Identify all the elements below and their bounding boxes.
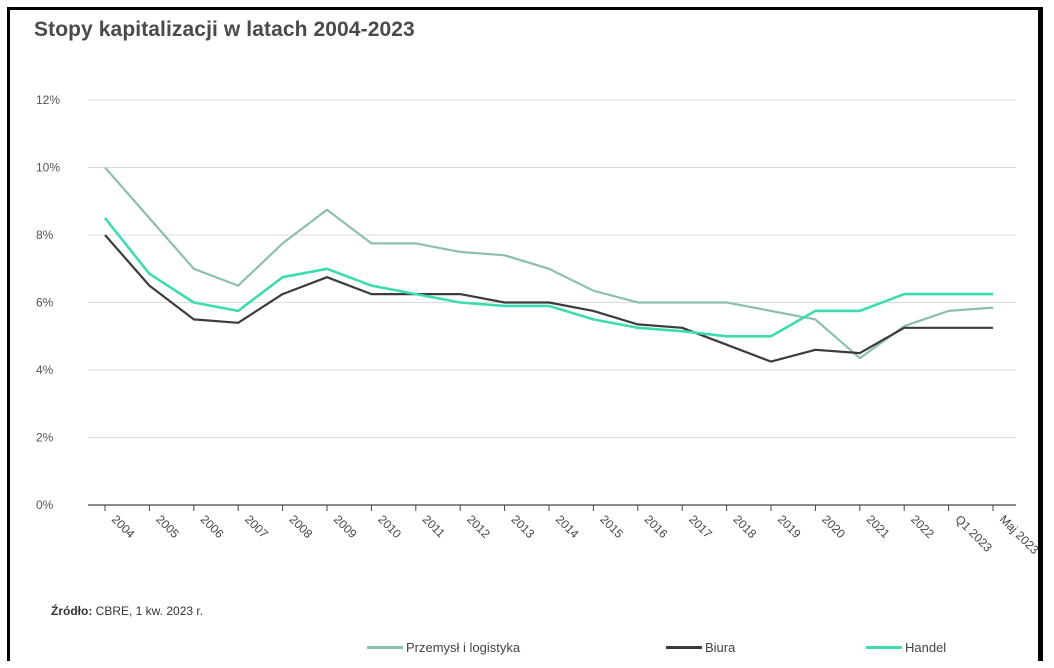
legend-swatch-biura — [666, 646, 702, 649]
x-tick-label: 2020 — [819, 512, 848, 541]
series-line-handel — [103, 217, 993, 338]
y-tick-label: 6% — [36, 296, 54, 310]
y-tick-label: 4% — [36, 363, 54, 377]
source-text: CBRE, 1 kw. 2023 r. — [92, 604, 204, 618]
series-line-przemys — [104, 166, 994, 360]
x-tick-label: 2017 — [686, 512, 715, 541]
x-tick-label: 2018 — [730, 512, 759, 541]
chart-frame — [7, 7, 1043, 661]
legend-item-handel: Handel — [866, 640, 946, 655]
x-tick-label: Maj 2023 — [997, 512, 1042, 557]
y-tick-label: 0% — [36, 498, 54, 512]
y-tick-label: 10% — [36, 161, 60, 175]
legend-label-handel: Handel — [905, 640, 947, 655]
legend-item-przemysl: Przemysł i logistyka — [367, 640, 520, 655]
x-tick-label: 2006 — [198, 512, 227, 541]
legend-label-biura: Biura — [705, 640, 736, 655]
x-tick-label: 2012 — [464, 512, 493, 541]
x-tick-label: 2019 — [775, 512, 804, 541]
x-tick-label: Q1 2023 — [952, 512, 995, 555]
x-tick-label: 2009 — [331, 512, 360, 541]
x-tick-label: 2014 — [553, 512, 582, 541]
source-note: Źródło: CBRE, 1 kw. 2023 r. — [51, 604, 203, 618]
legend-swatch-handel — [866, 646, 902, 649]
x-tick-label: 2015 — [597, 512, 626, 541]
chart-title: Stopy kapitalizacji w latach 2004-2023 — [34, 18, 415, 41]
x-tick-label: 2007 — [242, 512, 271, 541]
x-tick-label: 2011 — [420, 512, 448, 540]
x-tick-label: 2010 — [375, 512, 404, 541]
legend: Przemysł i logistyka Biura Handel — [0, 640, 1054, 660]
y-tick-label: 2% — [36, 431, 54, 445]
x-tick-label: 2005 — [153, 512, 182, 541]
y-tick-label: 8% — [36, 228, 54, 242]
y-tick-label: 12% — [36, 93, 60, 107]
legend-swatch-przemysl — [367, 646, 403, 649]
legend-item-biura: Biura — [666, 640, 735, 655]
source-label: Źródło: — [51, 604, 93, 618]
series-line-biura — [104, 234, 993, 363]
x-tick-label: 2021 — [864, 512, 893, 541]
x-tick-label: 2008 — [286, 512, 315, 541]
legend-label-przemysl: Przemysł i logistyka — [406, 640, 521, 655]
x-tick-label: 2013 — [508, 512, 537, 541]
x-tick-label: 2004 — [109, 512, 138, 541]
x-tick-label: 2022 — [908, 512, 937, 541]
x-tick-label: 2016 — [642, 512, 671, 541]
